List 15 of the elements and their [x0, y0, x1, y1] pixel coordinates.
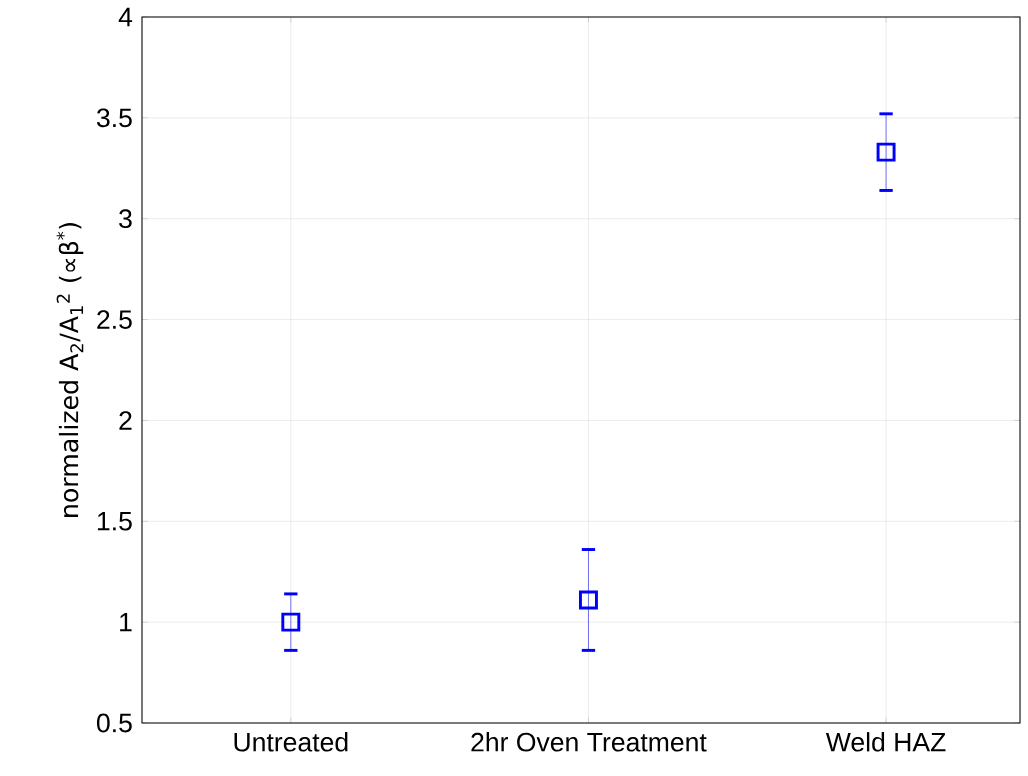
y-tick-label: 1.5 — [97, 512, 132, 531]
x-tick-label: Untreated — [234, 732, 348, 752]
point — [281, 612, 301, 632]
y-tick-label: 3 — [119, 209, 132, 229]
y-tick-label: 2.5 — [97, 310, 132, 329]
x-tick-label: 2hr Oven Treatment — [471, 732, 707, 752]
y-axis-title: normalized A$_{2}$/A$_{1}$$^{2}$ (∝β$^{*}$) — [56, 223, 84, 517]
y-tick-label: 0.5 — [96, 713, 132, 733]
x-tick-label: Weld HAZ — [825, 732, 946, 752]
point — [876, 142, 896, 162]
point — [578, 590, 598, 610]
y-tick-label: 2 — [119, 411, 132, 430]
y-tick-label: 4 — [118, 7, 133, 27]
y-tick-label: 1 — [120, 613, 132, 632]
y-tick-label: 3.5 — [96, 108, 132, 128]
